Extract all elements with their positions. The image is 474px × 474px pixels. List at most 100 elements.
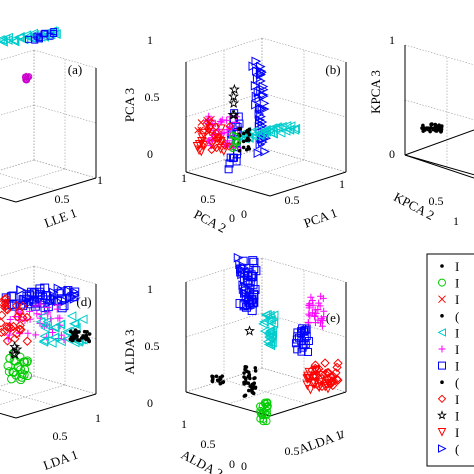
marker-dot <box>214 374 219 379</box>
gridline <box>227 159 305 185</box>
marker-dot <box>244 381 249 385</box>
marker-dot <box>87 332 92 336</box>
gridline <box>0 49 35 61</box>
marker-circle <box>262 417 271 426</box>
tick-label: 0.5 <box>429 194 444 208</box>
marker-dot <box>73 328 78 332</box>
marker-triangle-right <box>53 283 64 294</box>
marker-triangle-right <box>64 286 74 296</box>
marker-dot <box>437 123 441 128</box>
marker-circle <box>16 365 26 375</box>
marker-diamond <box>14 307 25 317</box>
marker-dot <box>248 384 252 388</box>
legend-item: I <box>437 425 459 440</box>
marker-dot <box>242 371 246 375</box>
marker-triangle-down <box>314 382 324 393</box>
marker-dot <box>247 388 251 393</box>
panel-label: (a) <box>68 62 82 77</box>
marker-square <box>302 332 311 341</box>
marker-diamond <box>22 336 32 346</box>
marker-triangle-left <box>8 35 18 45</box>
marker-plus <box>26 307 34 315</box>
marker-triangle-left <box>38 311 48 322</box>
marker-triangle-right <box>438 444 447 453</box>
marker-triangle-right <box>70 290 80 301</box>
marker-square <box>438 361 446 370</box>
marker-dot <box>247 127 252 132</box>
marker-triangle-right <box>254 93 265 104</box>
marker-diamond <box>0 310 7 320</box>
marker-triangle-left <box>267 123 278 133</box>
marker-triangle-down <box>194 145 204 156</box>
marker-dot <box>435 129 439 133</box>
marker-triangle-left <box>3 32 13 43</box>
legend-label: ( <box>455 442 459 457</box>
marker-triangle-left <box>66 311 77 321</box>
tick-label: 0.5 <box>145 90 160 104</box>
gridline <box>261 37 347 63</box>
marker-triangle-left <box>39 331 50 342</box>
marker-plus <box>231 118 239 126</box>
marker-diamond <box>212 143 221 153</box>
marker-triangle-right <box>256 69 266 80</box>
marker-triangle-right <box>255 139 266 150</box>
tick-label: 0.5 <box>285 193 300 207</box>
gridline <box>185 312 263 338</box>
marker-diamond <box>331 368 341 378</box>
marker-diamond <box>211 122 221 131</box>
marker-triangle-down <box>307 378 318 389</box>
marker-plus <box>305 301 313 309</box>
legend-label: I <box>455 425 459 440</box>
marker-triangle-left <box>437 328 446 337</box>
legend-label: I <box>455 325 459 340</box>
marker-dot <box>248 376 252 381</box>
marker-diamond <box>328 371 338 382</box>
marker-square <box>302 324 311 333</box>
marker-triangle-right <box>237 266 248 277</box>
marker-triangle-right <box>233 252 244 263</box>
panel-d: 0.5 1 LDA 1 (d) <box>0 265 101 473</box>
marker-triangle-right <box>244 294 254 305</box>
axis-edge <box>269 171 347 197</box>
marker-plus <box>314 306 322 314</box>
tick-label: 0.5 <box>53 429 68 443</box>
marker-triangle-left <box>265 310 275 321</box>
marker-circle <box>23 371 33 381</box>
marker-star <box>228 83 240 95</box>
marker-x <box>206 127 214 135</box>
marker-triangle-left <box>77 314 88 324</box>
marker-triangle-left <box>18 34 29 45</box>
marker-x <box>208 115 215 123</box>
marker-dot <box>241 145 246 150</box>
tick-label: 0 <box>229 211 235 225</box>
gridline <box>404 44 474 66</box>
marker-plus <box>316 302 324 310</box>
legend-label: I <box>455 292 459 307</box>
gridline <box>185 257 263 283</box>
tick-label: 0 <box>241 207 247 221</box>
marker-dot <box>430 122 434 127</box>
marker-dot <box>439 127 444 132</box>
marker-triangle-right <box>34 289 45 299</box>
marker-x <box>197 119 205 126</box>
marker-square <box>245 277 255 287</box>
legend-label: I <box>455 259 459 274</box>
marker-triangle-left <box>285 121 296 131</box>
gridline <box>261 257 347 283</box>
marker-triangle-right <box>45 297 55 308</box>
marker-diamond <box>0 302 10 312</box>
marker-star <box>11 343 23 354</box>
panel-a: 0.5 1 LLE 1 (a) <box>0 26 103 231</box>
marker-dot <box>77 330 81 334</box>
marker-diamond <box>320 358 330 368</box>
tick-label: 1 <box>147 282 153 296</box>
marker-triangle-left <box>263 329 274 339</box>
marker-dot <box>251 391 256 396</box>
axis-edge <box>185 391 271 417</box>
marker-circle <box>229 145 237 153</box>
marker-triangle-left <box>260 124 271 135</box>
marker-diamond <box>0 326 10 337</box>
marker-triangle-left <box>38 337 49 347</box>
marker-triangle-left <box>39 323 50 333</box>
